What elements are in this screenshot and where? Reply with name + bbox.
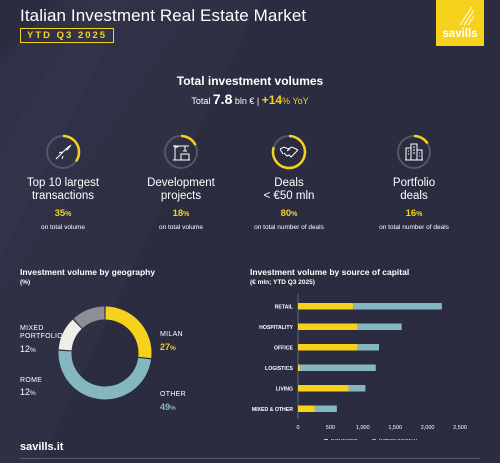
kpi-unit: % bbox=[291, 211, 298, 218]
donut-slice-2 bbox=[58, 319, 82, 351]
kpi-note: on total volume bbox=[158, 224, 204, 231]
donut-pct-rome: 12% bbox=[20, 387, 36, 397]
kpi-label: transactions bbox=[31, 190, 94, 202]
kpi-label: Development bbox=[147, 177, 215, 189]
donut-slice-3 bbox=[73, 306, 105, 329]
bar-international bbox=[299, 364, 376, 371]
capital-chart-title: Investment volume by source of capital bbox=[250, 267, 410, 277]
bar-international bbox=[357, 344, 379, 351]
kpi-note: on total number of deals bbox=[379, 224, 449, 231]
kpi-label: Portfolio bbox=[392, 177, 436, 189]
geography-chart-subtitle: (%) bbox=[20, 279, 31, 286]
kpi-value: 18 bbox=[172, 208, 184, 219]
category-label: MIXED & OTHER bbox=[252, 407, 293, 413]
donut-pct-mixed-portfolio: 12% bbox=[20, 344, 36, 354]
bar-domestic bbox=[298, 323, 358, 330]
kpi-value: 80 bbox=[280, 208, 292, 219]
kpi-top-transactions: Top 10 largest transactions 35% on total … bbox=[8, 134, 118, 231]
donut-label-rome: ROME bbox=[20, 377, 43, 384]
footer-website[interactable]: savills.it bbox=[20, 441, 64, 453]
bar-domestic bbox=[298, 344, 358, 351]
bar-international bbox=[357, 323, 402, 330]
kpi-unit: % bbox=[183, 211, 190, 218]
total-growth: +14 bbox=[261, 93, 283, 107]
x-tick-label: 1,000 bbox=[356, 425, 370, 431]
kpi-label: deals bbox=[400, 190, 428, 202]
rocket-icon bbox=[46, 134, 81, 169]
bar-international bbox=[353, 303, 442, 310]
total-unit: bln € | bbox=[234, 96, 260, 106]
donut-slice-0 bbox=[105, 306, 152, 359]
legend-swatch-international bbox=[372, 439, 376, 440]
bar-domestic bbox=[298, 385, 349, 392]
x-tick-label: 2,500 bbox=[453, 425, 467, 431]
bar-international bbox=[348, 385, 366, 392]
kpi-label: Top 10 largest bbox=[26, 177, 100, 189]
donut-pct-other: 49% bbox=[160, 402, 176, 412]
legend-swatch-domestic bbox=[324, 439, 328, 440]
category-label: HOSPITALITY bbox=[259, 325, 293, 331]
capital-bar-chart: 0 500 1,000 1,500 2,000 2,500 RETAIL HOSPITALIT… bbox=[252, 294, 467, 440]
logo-mark-icon bbox=[459, 7, 474, 25]
bar-domestic bbox=[298, 303, 354, 310]
kpi-portfolio-deals: Portfolio deals 16% on total number of de… bbox=[359, 134, 469, 231]
savills-logo: savills bbox=[436, 0, 484, 46]
total-volume-title: Total investment volumes bbox=[176, 74, 324, 88]
category-label: RETAIL bbox=[275, 304, 294, 310]
footer-divider bbox=[20, 458, 480, 459]
x-tick-label: 500 bbox=[326, 425, 335, 431]
bar-international bbox=[314, 405, 337, 412]
donut-slice-1 bbox=[58, 350, 152, 400]
total-value: 7.8 bbox=[212, 91, 233, 107]
page-title: Italian Investment Real Estate Market bbox=[20, 6, 307, 25]
kpi-label: projects bbox=[160, 190, 202, 202]
total-growth-unit: % YoY bbox=[282, 96, 309, 106]
category-label: LOGISTICS bbox=[265, 366, 293, 372]
category-label: OFFICE bbox=[274, 345, 294, 351]
kpi-note: on total number of deals bbox=[254, 224, 324, 231]
legend-label: DOMESTIC bbox=[331, 439, 358, 440]
kpi-progress-arc bbox=[180, 134, 197, 146]
donut-label-other: OTHER bbox=[160, 391, 186, 398]
x-tick-label: 0 bbox=[296, 425, 299, 431]
kpi-note: on total volume bbox=[40, 224, 86, 231]
crane-icon bbox=[164, 134, 198, 169]
x-tick-label: 1,500 bbox=[388, 425, 402, 431]
category-label: LIVING bbox=[276, 386, 293, 392]
kpi-development: Development projects 18% on total volume bbox=[126, 134, 236, 231]
kpi-value: 35 bbox=[54, 208, 66, 219]
handshake-icon bbox=[271, 134, 307, 170]
bar-domestic bbox=[298, 364, 300, 371]
logo-text: savills bbox=[442, 28, 478, 40]
kpi-small-deals: Deals < €50 mln 80% on total number of de… bbox=[234, 134, 344, 231]
kpi-unit: % bbox=[416, 211, 423, 218]
bar-domestic bbox=[298, 405, 315, 412]
donut-label-mixed-portfolio: MIXED PORTFOLIO bbox=[20, 325, 64, 340]
geography-donut-chart bbox=[58, 306, 152, 400]
period-badge: YTD Q3 2025 bbox=[20, 28, 115, 43]
donut-label-milan: MILAN bbox=[160, 331, 183, 338]
x-tick-label: 2,000 bbox=[421, 425, 435, 431]
total-volume-line: Total 7.8 bln € | +14% YoY bbox=[0, 91, 500, 107]
kpi-value: 16 bbox=[405, 208, 417, 219]
kpi-unit: % bbox=[65, 211, 72, 218]
geography-chart-title: Investment volume by geography bbox=[20, 267, 156, 277]
kpi-label: Deals bbox=[274, 177, 304, 189]
donut-pct-milan: 27% bbox=[160, 342, 176, 352]
kpi-progress-arc bbox=[271, 134, 307, 170]
kpi-progress-arc bbox=[413, 134, 429, 145]
kpi-label: < €50 mln bbox=[263, 190, 315, 202]
kpi-progress-arc bbox=[62, 134, 81, 163]
legend-label: INTERNATIONAL bbox=[379, 439, 419, 440]
capital-chart-subtitle: (€ mln; YTD Q3 2025) bbox=[250, 279, 315, 286]
total-prefix: Total bbox=[191, 96, 211, 106]
buildings-icon bbox=[397, 134, 431, 169]
